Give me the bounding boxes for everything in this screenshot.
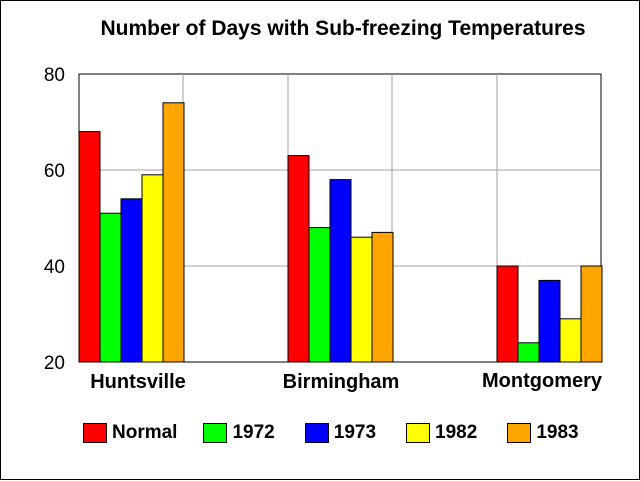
legend: Normal 1972 1973 1982 1983 [83, 422, 605, 444]
x-tick-label: Birmingham [283, 371, 400, 393]
y-tick-label: 20 [44, 353, 65, 374]
bar-huntsville-normal [78, 131, 101, 363]
chart-title: Number of Days with Sub-freezing Tempera… [100, 17, 586, 40]
legend-item-1982: 1982 [406, 422, 477, 444]
legend-item-normal: Normal [83, 422, 177, 444]
legend-swatch-normal [83, 423, 107, 443]
y-tick-label: 80 [44, 65, 65, 86]
bar-huntsville-1983 [162, 102, 185, 363]
bar-montgomery-1982 [559, 318, 582, 363]
legend-label-1972: 1972 [232, 422, 275, 443]
legend-label-1973: 1973 [333, 422, 377, 443]
bar-huntsville-1982 [141, 174, 164, 363]
bar-huntsville-1972 [99, 212, 122, 363]
bar-birmingham-1983 [371, 231, 394, 363]
bar-montgomery-1983 [580, 265, 603, 363]
bar-birmingham-1973 [329, 179, 352, 363]
y-tick-label: 40 [44, 257, 65, 278]
bar-birmingham-normal [287, 155, 310, 363]
bar-huntsville-1973 [120, 198, 143, 363]
legend-item-1973: 1973 [304, 422, 377, 444]
legend-swatch-1972 [203, 423, 228, 443]
legend-label-1983: 1983 [536, 422, 579, 443]
legend-label-1982: 1982 [435, 422, 478, 443]
legend-swatch-1982 [406, 423, 431, 443]
y-tick-label: 60 [44, 161, 65, 182]
legend-swatch-1983 [507, 423, 532, 443]
legend-swatch-1973 [304, 423, 329, 443]
bar-birmingham-1982 [350, 236, 373, 363]
legend-label-normal: Normal [112, 422, 178, 443]
legend-item-1972: 1972 [203, 422, 275, 444]
bar-montgomery-normal [496, 265, 519, 363]
x-tick-label: Montgomery [482, 370, 603, 392]
legend-item-1983: 1983 [507, 422, 579, 444]
bar-montgomery-1972 [517, 342, 540, 363]
bar-montgomery-1973 [538, 279, 561, 363]
x-tick-label: Huntsville [90, 371, 186, 393]
bar-birmingham-1972 [308, 227, 331, 363]
